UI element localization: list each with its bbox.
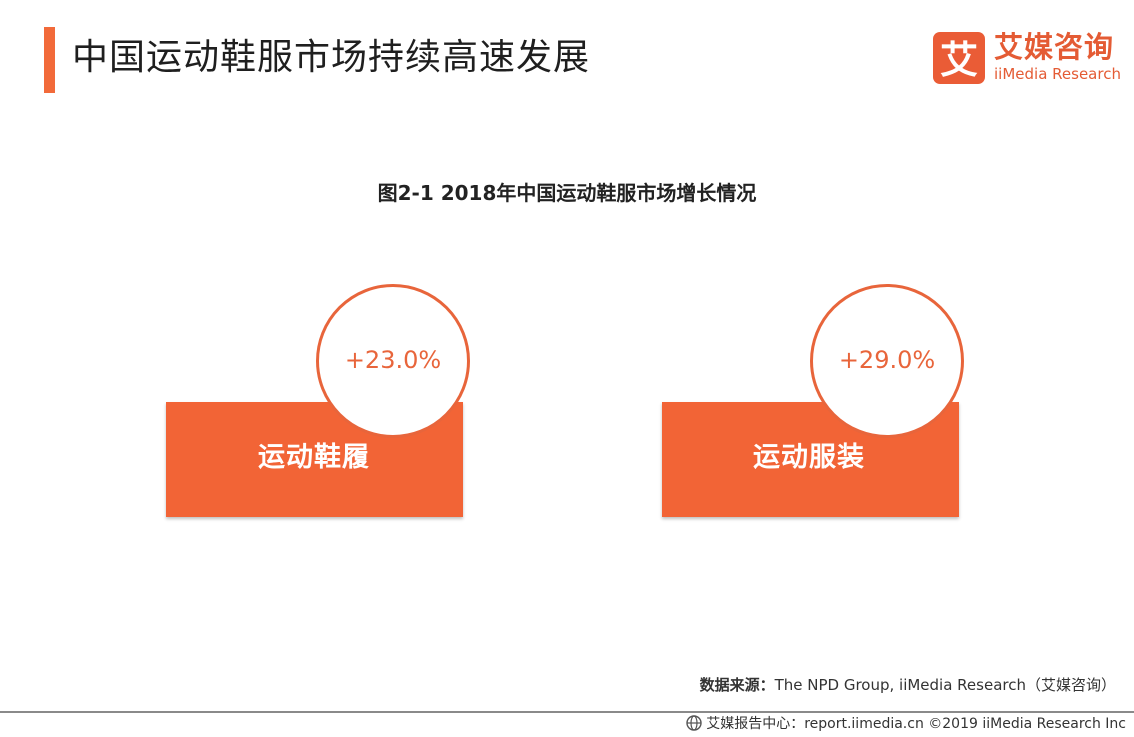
- footer-divider: [0, 711, 1134, 713]
- growth-bubble-footwear: +23.0%: [316, 284, 470, 438]
- category-label-apparel: 运动服装: [753, 442, 865, 473]
- logo-name-en: iiMedia Research: [994, 65, 1121, 83]
- category-label-footwear: 运动鞋履: [258, 442, 370, 473]
- title-accent-bar: [44, 27, 55, 93]
- page-title: 中国运动鞋服市场持续高速发展: [72, 37, 591, 78]
- iimedia-logo: 艾 艾媒咨询 iiMedia Research: [933, 30, 1121, 86]
- logo-mark-text: 艾: [940, 38, 978, 82]
- globe-icon: [686, 715, 702, 731]
- growth-value-apparel: +29.0%: [838, 346, 936, 374]
- logo-mark-icon: 艾: [933, 32, 985, 84]
- growth-bubble-apparel: +29.0%: [810, 284, 964, 438]
- logo-name-cn: 艾媒咨询: [994, 30, 1115, 64]
- data-source: 数据来源：The NPD Group, iiMedia Research（艾媒咨…: [700, 675, 1116, 695]
- data-source-label: 数据来源：: [699, 676, 775, 694]
- footer: 艾媒报告中心：report.iimedia.cn ©2019 iiMedia R…: [686, 714, 1126, 734]
- chart-title: 图2-1 2018年中国运动鞋服市场增长情况: [377, 181, 757, 205]
- footer-text: 艾媒报告中心：report.iimedia.cn ©2019 iiMedia R…: [706, 716, 1126, 732]
- growth-value-footwear: +23.0%: [344, 346, 442, 374]
- data-source-text: The NPD Group, iiMedia Research（艾媒咨询）: [774, 676, 1116, 694]
